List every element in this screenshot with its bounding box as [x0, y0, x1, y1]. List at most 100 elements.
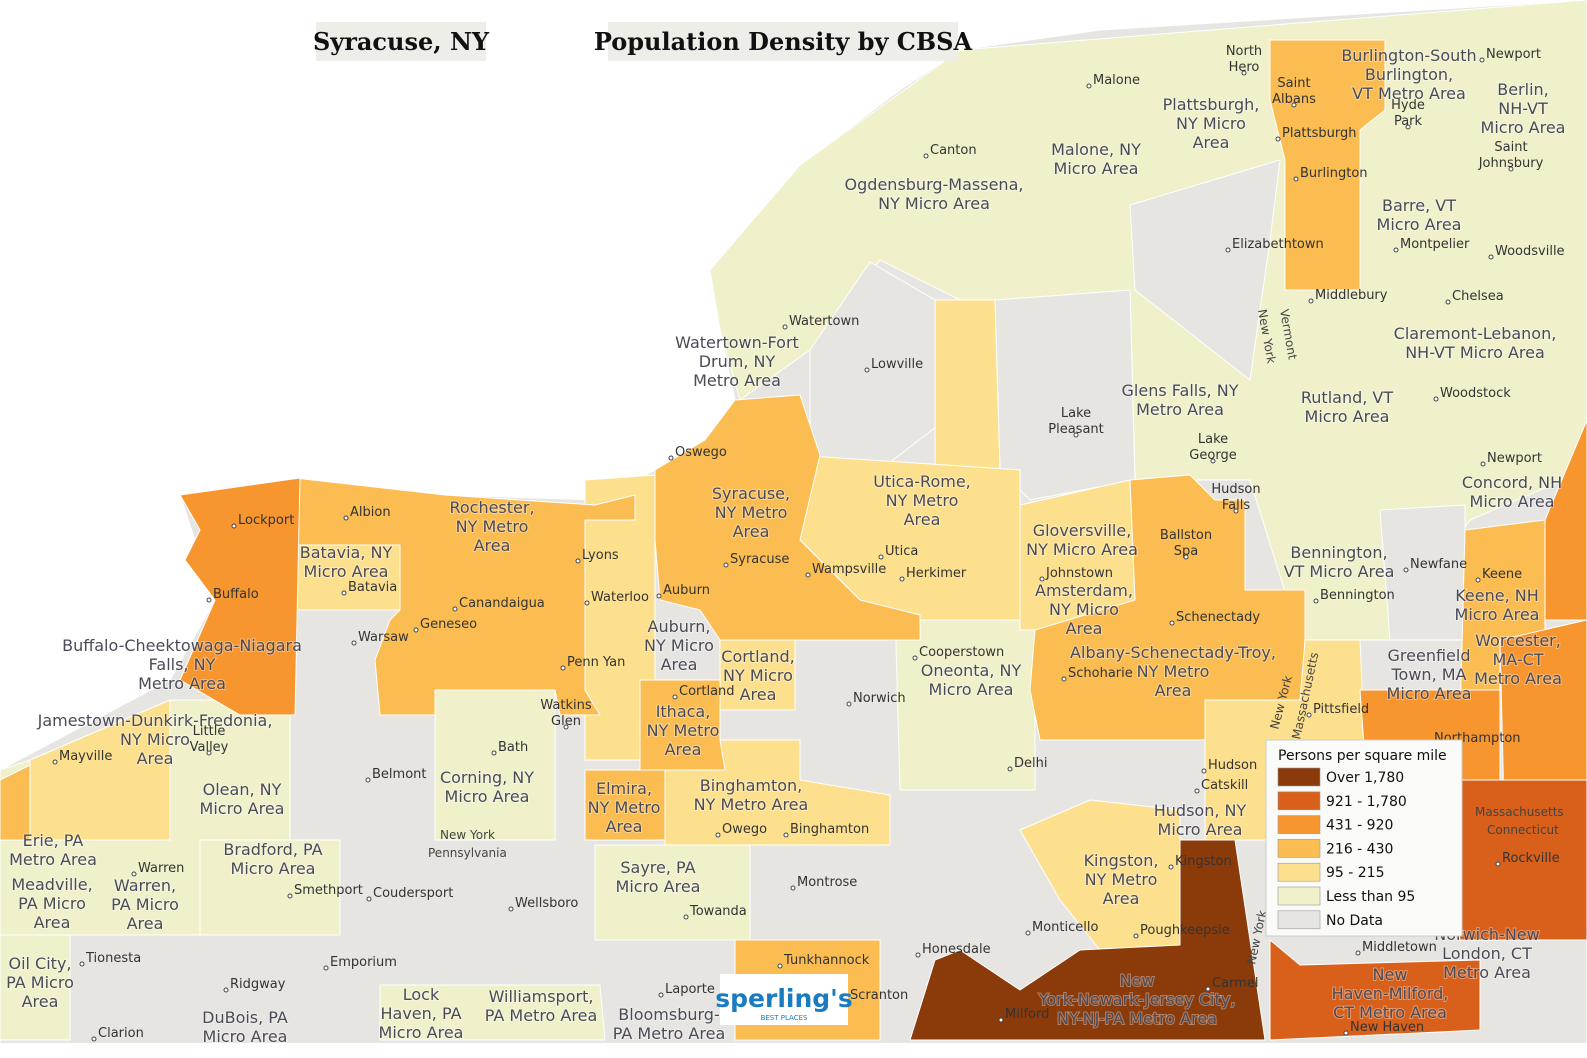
place-label: Spa: [1174, 544, 1198, 559]
area-label: NY Metro Area: [694, 795, 809, 814]
area-label: Cortland,: [721, 647, 794, 666]
place-label: Binghamton: [790, 822, 869, 837]
legend-swatch: [1277, 910, 1321, 930]
area-label: Metro Area: [138, 674, 226, 693]
place-dot: [658, 992, 664, 998]
place-dot: [1508, 166, 1514, 172]
area-label: NY Metro: [647, 721, 720, 740]
place-dot: [1445, 299, 1451, 305]
place-label: Schenectady: [1176, 610, 1260, 625]
place-dot: [683, 914, 689, 920]
place-label: Utica: [885, 544, 918, 559]
legend-swatch: [1277, 791, 1321, 811]
area-label: Micro Area: [304, 562, 389, 581]
place-dot: [366, 896, 372, 902]
logo-tagline: BEST PLACES: [761, 1014, 808, 1022]
area-label: Bradford, PA: [223, 840, 322, 859]
place-label: Coudersport: [373, 886, 453, 901]
place-label: Clarion: [98, 1026, 144, 1041]
place-dot: [782, 324, 788, 330]
area-label: NY Micro Area: [878, 194, 990, 213]
place-dot: [563, 724, 569, 730]
region: [994, 289, 1136, 501]
place-label: Newport: [1487, 451, 1542, 466]
place-dot: [1225, 247, 1231, 253]
place-label: Lockport: [238, 513, 294, 528]
place-dot: [1475, 577, 1481, 583]
area-label: DuBois, PA: [202, 1008, 288, 1027]
area-label: PA Metro Area: [613, 1024, 726, 1043]
place-dot: [1433, 396, 1439, 402]
area-label: Auburn,: [648, 617, 711, 636]
area-label: Town, MA: [1391, 665, 1467, 684]
place-dot: [1293, 176, 1299, 182]
area-label: Hudson, NY: [1154, 801, 1247, 820]
area-label: Ithaca,: [656, 702, 711, 721]
place-label: Albans: [1272, 92, 1316, 107]
place-label: Kingston: [1175, 854, 1232, 869]
area-label: Micro Area: [1305, 407, 1390, 426]
place-dot: [878, 554, 884, 560]
place-label: Lyons: [582, 548, 619, 563]
legend-swatch: [1277, 862, 1321, 882]
density-95-215: [29, 299, 1366, 951]
area-label: Watertown-Fort: [675, 333, 799, 352]
area-label: Elmira,: [596, 779, 652, 798]
area-label: NH-VT Micro Area: [1405, 343, 1545, 362]
place-dot: [723, 562, 729, 568]
place-label: Cooperstown: [919, 645, 1004, 660]
place-label: Catskill: [1201, 778, 1248, 793]
place-label: Smethport: [294, 883, 363, 898]
place-dot: [560, 665, 566, 671]
place-label: Mayville: [59, 749, 112, 764]
area-label: Micro Area: [616, 877, 701, 896]
area-label: Oil City,: [8, 954, 71, 973]
area-label: NY-NJ-PA Metro Area: [1057, 1009, 1217, 1028]
area-label: Ogdensburg-Massena,: [845, 175, 1024, 194]
place-dot: [79, 961, 85, 967]
legend-title: Persons per square mile: [1278, 748, 1447, 764]
place-dot: [672, 694, 678, 700]
place-label: Canton: [930, 143, 977, 158]
area-label: Binghamton,: [700, 776, 803, 795]
place-label: Bath: [498, 740, 528, 755]
place-label: Milford: [1005, 1007, 1049, 1022]
region: [1269, 39, 1386, 291]
place-label: Rockville: [1502, 851, 1560, 866]
place-dot: [584, 600, 590, 606]
place-label: Middlebury: [1315, 288, 1388, 303]
place-dot: [1073, 432, 1079, 438]
place-label: Cortland: [679, 684, 735, 699]
place-label: Watkins: [540, 698, 591, 713]
area-label: Barre, VT: [1382, 196, 1456, 215]
place-dot: [131, 871, 137, 877]
place-dot: [1233, 508, 1239, 514]
place-label: Lake: [1061, 406, 1091, 421]
area-label: Batavia, NY: [300, 543, 393, 562]
area-label: Micro Area: [200, 799, 285, 818]
area-label: Rutland, VT: [1301, 388, 1393, 407]
area-label: Concord, NH: [1462, 473, 1562, 492]
area-label: NY Metro: [886, 491, 959, 510]
area-label: Buffalo-Cheektowaga-Niagara: [62, 636, 302, 655]
place-label: Syracuse: [730, 552, 789, 567]
legend-label: 95 - 215: [1326, 865, 1385, 881]
place-label: Auburn: [663, 583, 710, 598]
place-label: Woodstock: [1440, 386, 1511, 401]
area-label: NY Metro: [1085, 870, 1158, 889]
area-label: London, CT: [1442, 944, 1532, 963]
area-label: Metro Area: [693, 371, 781, 390]
place-label: Burlington: [1300, 166, 1368, 181]
place-dot: [206, 597, 212, 603]
area-label: NY Metro: [715, 503, 788, 522]
place-dot: [1405, 124, 1411, 130]
area-label: Claremont-Lebanon,: [1394, 324, 1557, 343]
area-label: Haven, PA: [380, 1004, 461, 1023]
place-label: North: [1226, 44, 1262, 59]
place-dot: [1241, 70, 1247, 76]
place-dot: [452, 606, 458, 612]
place-label: Albion: [350, 505, 391, 520]
place-label: Waterloo: [591, 590, 649, 605]
area-label: VT Micro Area: [1284, 562, 1395, 581]
